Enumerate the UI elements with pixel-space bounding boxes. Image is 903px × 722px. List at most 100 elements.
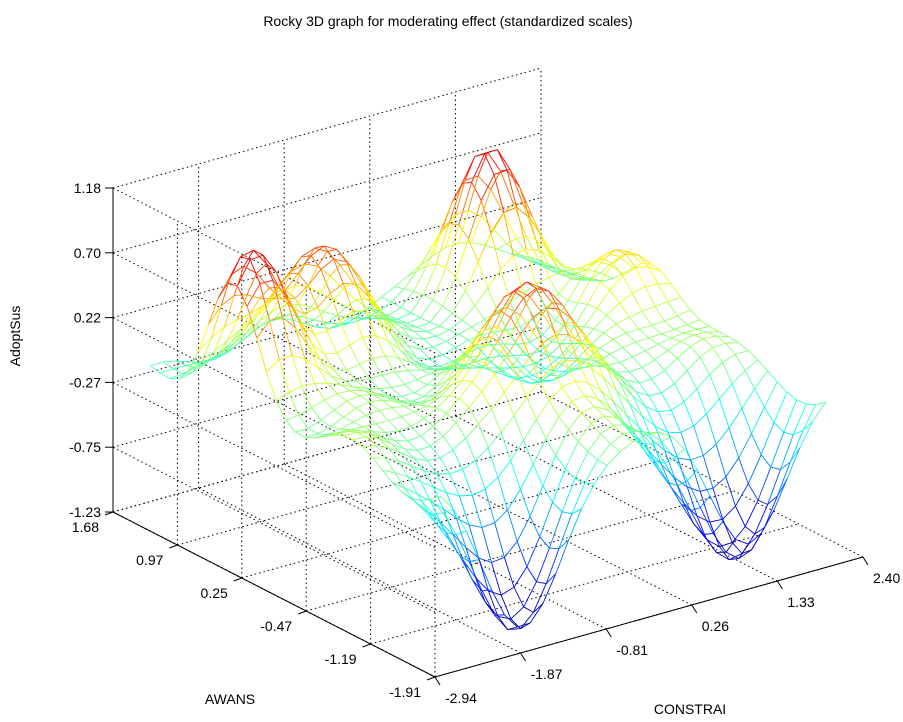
surface-mesh-segment (622, 380, 637, 392)
surface-mesh-segment (352, 311, 364, 338)
surface-mesh-segment (494, 373, 505, 393)
surface-mesh-segment (503, 557, 515, 588)
surface-mesh-segment (350, 426, 363, 431)
surface-mesh-segment (375, 318, 385, 320)
surface-mesh-segment (513, 355, 524, 367)
surface-mesh-segment (667, 296, 681, 303)
surface-mesh-segment (490, 189, 505, 214)
surface-mesh-segment (506, 169, 518, 208)
surface-mesh-segment (410, 465, 422, 482)
surface-mesh-segment (513, 566, 528, 588)
surface-mesh-segment (330, 293, 341, 321)
z-tick-label: -1.23 (69, 504, 101, 520)
surface-mesh-segment (609, 289, 620, 304)
surface-mesh-segment (430, 495, 441, 500)
surface-mesh-segment (603, 415, 614, 426)
surface-mesh-segment (478, 423, 489, 448)
surface-mesh-segment (417, 450, 428, 461)
surface-mesh-segment (362, 426, 373, 433)
surface-mesh-segment (574, 325, 585, 328)
surface-mesh-segment (262, 255, 274, 281)
surface-mesh-segment (471, 319, 485, 328)
surface-mesh-segment (577, 278, 591, 304)
surface-mesh-segment (346, 363, 360, 371)
surface-mesh-segment (731, 369, 746, 384)
surface-mesh-segment (671, 435, 685, 450)
surface-mesh-segment (728, 336, 739, 344)
surface-mesh-segment (487, 357, 498, 369)
surface-mesh-segment (700, 487, 714, 492)
surface-mesh-segment (211, 326, 225, 338)
surface-mesh-segment (436, 263, 447, 269)
surface-mesh-segment (716, 552, 730, 560)
surface-mesh-segment (735, 505, 746, 527)
surface-mesh-segment (494, 509, 508, 524)
surface-mesh-segment (619, 382, 634, 397)
surface-mesh-segment (388, 447, 399, 462)
surface-mesh-segment (462, 365, 472, 369)
surface-mesh-segment (706, 398, 720, 415)
surface-mesh-segment (230, 330, 245, 344)
surface-mesh-segment (484, 153, 495, 175)
surface-mesh-segment (519, 254, 530, 258)
surface-mesh-segment (699, 356, 711, 375)
surface-mesh-segment (635, 391, 646, 407)
surface-mesh-segment (323, 245, 335, 260)
surface-mesh-segment (516, 281, 527, 291)
surface-mesh-segment (313, 311, 325, 321)
surface-mesh-segment (600, 281, 611, 291)
surface-mesh-segment (526, 380, 540, 398)
surface-mesh-segment (407, 322, 418, 328)
surface-mesh-segment (513, 350, 524, 365)
surface-mesh-segment (642, 442, 653, 446)
surface-mesh-segment (709, 518, 723, 523)
surface-mesh-segment (490, 232, 502, 270)
surface-mesh-segment (368, 374, 383, 380)
surface-mesh-segment (667, 432, 679, 459)
surface-mesh-segment (429, 233, 440, 251)
surface-mesh-segment (340, 384, 351, 391)
surface-mesh-segment (696, 326, 710, 330)
surface-mesh-segment (789, 430, 804, 463)
surface-mesh-segment (436, 335, 447, 342)
surface-mesh-segment (735, 354, 746, 371)
surface-mesh-segment (509, 169, 524, 205)
surface-mesh-segment (507, 626, 518, 630)
surface-mesh-segment (439, 312, 453, 327)
surface-mesh-segment (696, 469, 711, 497)
surface-mesh-segment (249, 320, 261, 335)
surface-mesh-segment (385, 355, 399, 359)
surface-mesh-segment (622, 421, 634, 436)
surface-mesh-segment (597, 443, 611, 461)
surface-mesh-segment (487, 447, 499, 478)
surface-mesh-segment (548, 386, 563, 401)
surface-mesh-segment (230, 265, 245, 276)
surface-mesh-segment (323, 245, 338, 250)
surface-mesh-segment (333, 400, 348, 411)
surface-mesh-segment (416, 265, 427, 272)
surface-mesh-segment (414, 458, 425, 471)
surface-mesh-segment (513, 415, 525, 441)
surface-mesh-segment (281, 270, 293, 292)
surface-mesh-segment (320, 361, 331, 376)
surface-mesh-segment (458, 326, 472, 335)
surface-mesh-segment (658, 469, 669, 483)
surface-mesh-segment (490, 344, 502, 357)
surface-mesh-segment (510, 440, 524, 461)
surface-mesh-segment (388, 395, 402, 397)
surface-mesh-segment (291, 354, 306, 360)
surface-mesh-segment (686, 486, 698, 517)
surface-mesh-segment (240, 313, 251, 330)
surface-mesh-segment (474, 305, 485, 320)
surface-mesh-segment (690, 455, 704, 461)
surface-mesh-segment (587, 261, 598, 270)
surface-mesh-segment (712, 521, 724, 534)
surface-mesh-segment (340, 384, 354, 388)
surface-mesh-segment (542, 455, 557, 486)
surface-mesh-segment (738, 342, 749, 351)
surface-mesh-segment (519, 317, 534, 335)
surface-mesh-segment (391, 407, 402, 418)
surface-mesh-segment (513, 364, 527, 377)
surface-mesh-segment (780, 461, 791, 470)
surface-mesh-segment (346, 400, 357, 409)
